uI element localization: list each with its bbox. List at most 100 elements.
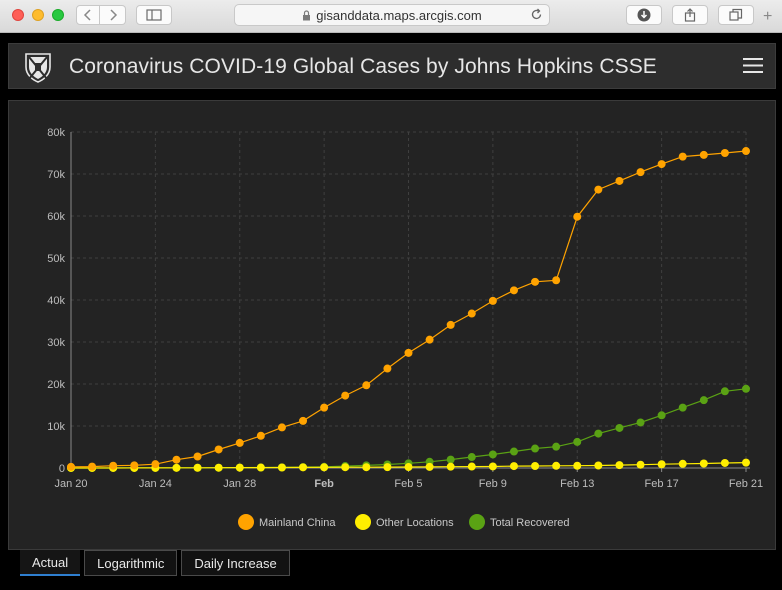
back-button[interactable] bbox=[76, 5, 100, 25]
cases-line-chart: 0 10k 20k 30k 40k 50k 60k 70k 80k Jan 20 Jan 24 Jan… bbox=[47, 127, 763, 530]
chart-panel: 0 10k 20k 30k 40k 50k 60k 70k 80k Jan 20 Jan 24 Jan… bbox=[8, 100, 776, 550]
data-point bbox=[446, 455, 455, 464]
x-tick-label: Feb 21 bbox=[729, 478, 763, 490]
sidebar-icon bbox=[146, 9, 162, 21]
page-title: Coronavirus COVID-19 Global Cases by Joh… bbox=[69, 55, 657, 78]
data-point bbox=[699, 396, 708, 405]
y-tick-label: 70k bbox=[47, 169, 65, 181]
x-tick-label: Jan 28 bbox=[223, 478, 256, 490]
data-point bbox=[214, 445, 223, 454]
data-point bbox=[235, 438, 244, 447]
data-point bbox=[256, 463, 265, 472]
data-point bbox=[742, 458, 750, 467]
data-point bbox=[67, 462, 75, 471]
x-tick-label: Feb 5 bbox=[394, 478, 422, 490]
data-point bbox=[320, 463, 329, 472]
data-point bbox=[151, 460, 160, 469]
data-point bbox=[678, 152, 687, 161]
plus-icon: + bbox=[763, 8, 773, 25]
jhu-shield-logo-icon bbox=[25, 53, 51, 83]
tab-daily-increase[interactable]: Daily Increase bbox=[181, 550, 290, 576]
data-point bbox=[699, 459, 708, 468]
data-point bbox=[594, 185, 603, 194]
lock-icon bbox=[303, 9, 311, 20]
data-point bbox=[383, 463, 392, 472]
data-point bbox=[362, 463, 371, 472]
chevron-left-icon bbox=[83, 9, 91, 21]
tabs-icon bbox=[729, 8, 743, 21]
data-point bbox=[88, 462, 97, 471]
tab-actual[interactable]: Actual bbox=[20, 550, 81, 576]
data-point bbox=[509, 286, 518, 295]
data-point bbox=[509, 447, 518, 456]
data-point bbox=[488, 296, 497, 305]
data-point bbox=[552, 442, 561, 451]
reload-icon[interactable] bbox=[530, 8, 543, 21]
forward-button[interactable] bbox=[100, 5, 126, 25]
data-point bbox=[383, 364, 392, 373]
data-point bbox=[193, 452, 202, 461]
data-point bbox=[594, 429, 603, 438]
x-tick-label: Jan 20 bbox=[54, 478, 87, 490]
url-text: gisanddata.maps.arcgis.com bbox=[316, 7, 482, 23]
minimize-window-button[interactable] bbox=[32, 9, 44, 21]
fullscreen-window-button[interactable] bbox=[52, 9, 64, 21]
y-tick-label: 60k bbox=[47, 211, 65, 223]
data-point bbox=[425, 335, 434, 344]
x-tick-label: Jan 24 bbox=[139, 478, 172, 490]
legend-marker bbox=[355, 514, 371, 530]
tabs-overview-button[interactable] bbox=[718, 5, 754, 25]
data-point bbox=[615, 176, 624, 185]
chevron-right-icon bbox=[109, 9, 117, 21]
data-point bbox=[404, 463, 413, 472]
legend-label: Total Recovered bbox=[490, 517, 570, 529]
app-header: Coronavirus COVID-19 Global Cases by Joh… bbox=[8, 43, 776, 89]
data-point bbox=[446, 320, 455, 329]
data-point bbox=[573, 212, 582, 221]
data-point bbox=[467, 462, 476, 471]
data-point bbox=[531, 444, 540, 453]
data-point bbox=[657, 411, 666, 420]
x-tick-label: Feb 13 bbox=[560, 478, 594, 490]
data-point bbox=[594, 461, 603, 470]
data-point bbox=[531, 277, 540, 286]
share-button[interactable] bbox=[672, 5, 708, 25]
data-point bbox=[277, 463, 286, 472]
data-point bbox=[488, 462, 497, 471]
data-point bbox=[615, 423, 624, 432]
data-point bbox=[573, 437, 582, 446]
address-bar[interactable]: gisanddata.maps.arcgis.com bbox=[234, 4, 550, 26]
data-point bbox=[678, 403, 687, 412]
close-window-button[interactable] bbox=[12, 9, 24, 21]
legend-label: Mainland China bbox=[259, 517, 336, 529]
share-icon bbox=[684, 8, 696, 22]
data-point bbox=[320, 403, 329, 412]
hamburger-menu-icon[interactable] bbox=[743, 57, 763, 74]
downloads-button[interactable] bbox=[626, 5, 662, 25]
data-point bbox=[615, 461, 624, 470]
y-tick-label: 50k bbox=[47, 253, 65, 265]
data-point bbox=[657, 160, 666, 169]
data-point bbox=[552, 461, 561, 470]
data-point bbox=[425, 462, 434, 471]
data-point bbox=[214, 463, 223, 472]
new-tab-button[interactable]: + bbox=[763, 8, 772, 26]
data-point bbox=[488, 450, 497, 459]
data-point bbox=[573, 461, 582, 470]
data-point bbox=[657, 460, 666, 469]
data-point bbox=[277, 423, 286, 432]
data-point bbox=[467, 309, 476, 318]
x-tick-label: Feb bbox=[314, 478, 334, 490]
data-point bbox=[235, 463, 244, 472]
data-point bbox=[636, 168, 645, 177]
data-point bbox=[109, 461, 118, 470]
chart-view-tabs: Actual Logarithmic Daily Increase bbox=[20, 550, 294, 576]
data-point bbox=[742, 147, 750, 156]
data-point bbox=[636, 418, 645, 427]
x-tick-label: Feb 17 bbox=[645, 478, 679, 490]
download-icon bbox=[637, 8, 651, 22]
data-point bbox=[130, 461, 139, 470]
sidebar-toggle-button[interactable] bbox=[136, 5, 172, 25]
browser-toolbar: gisanddata.maps.arcgis.com + bbox=[0, 0, 782, 33]
tab-logarithmic[interactable]: Logarithmic bbox=[84, 550, 178, 576]
